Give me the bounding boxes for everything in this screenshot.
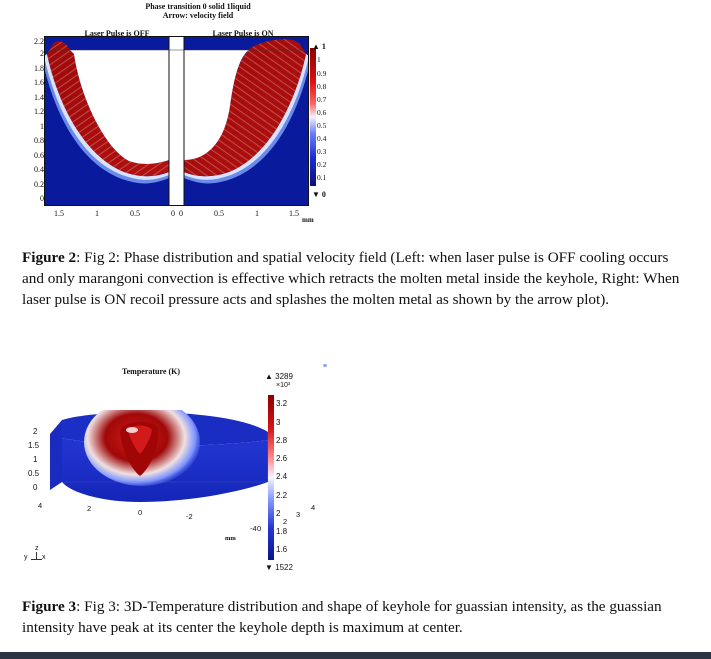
triangle-down-icon: ▼ [265,563,273,572]
bottom-bar [0,652,711,659]
y-tick: 2 [283,517,288,526]
x-tick: 1 [95,209,99,218]
keyhole-left [70,50,169,164]
y-tick: 1.2 [34,107,44,116]
figure-3-caption-label: Figure 3 [22,598,77,615]
x-tick: 0.5 [130,209,140,218]
left-panel-label: Laser Pulse is OFF [84,29,150,38]
x-tick: 1.5 [289,209,299,218]
colorbar-tick: 1 [317,55,321,64]
y-tick: 0.6 [34,151,44,160]
y-tick: 0 [40,194,44,203]
axis-y-label: y [24,554,28,561]
colorbar-tick: 0.4 [317,134,327,143]
figure-2-caption-text: : Fig 2: Phase distribution and spatial … [22,249,680,308]
colorbar-tick: 0.7 [317,95,327,104]
x-tick: 4 [38,501,43,510]
x-tick: 1 [255,209,259,218]
x-tick: -2 [186,512,193,521]
y-tick: 3 [296,510,301,519]
y-tick: 2 [40,49,44,58]
y-tick: 0.8 [34,136,44,145]
triangle-up-icon: ▲ [265,372,273,381]
colorbar-tick: 1.6 [276,545,288,554]
y-tick: 0 [257,524,262,533]
colorbar-tick: 0.3 [317,147,327,156]
z-tick: 1.5 [28,441,40,450]
triangle-up-icon: ▲ [312,42,320,51]
colorbar-tick: 0.8 [317,82,327,91]
figure-3-title: Temperature (K) [122,367,180,376]
figure-2-title-line2: Arrow: velocity field [162,11,234,20]
figure-3-axis-unit: mm [225,535,236,542]
figure-2-x-ticks: 1.5 1 0.5 0 0 0.5 1 1.5 mm [44,209,324,224]
y-tick: 4 [311,503,316,512]
small-dot-icon [323,364,327,367]
x-tick: 2 [87,504,92,513]
figure-2-caption-label: Figure 2 [22,249,77,266]
figure-2-y-ticks: 2.2 2 1.8 1.6 1.4 1.2 1 0.8 0.6 0.4 0.2 … [14,37,44,207]
x-tick: 0 [138,508,143,517]
colorbar-tick: 2.4 [276,472,288,481]
y-tick: 0.4 [34,165,44,174]
y-tick: 1 [40,122,44,131]
x-tick: -4 [250,524,257,533]
z-tick: 2 [33,427,38,436]
temperature-colorbar [268,395,274,560]
figure-3-caption-text: : Fig 3: 3D-Temperature distribution and… [22,598,662,636]
colorbar-tick: 2.2 [276,491,288,500]
colorbar-tick: 1.8 [276,527,288,536]
y-tick: 1.4 [34,93,44,102]
colorbar-tick: 0.9 [317,69,327,78]
x-tick: 1.5 [54,209,64,218]
right-panel-label: Laser Pulse is ON [212,29,274,38]
triangle-down-icon: ▼ [312,190,320,199]
colorbar-tick: 3.2 [276,399,288,408]
x-axis-unit: mm [302,216,314,224]
keyhole-right [184,50,249,160]
axis-x-label: x [42,554,46,561]
y-tick: 1.8 [34,64,44,73]
figure-2-caption: Figure 2: Fig 2: Phase distribution and … [22,247,682,310]
figure-3: Temperature (K) [0,355,711,585]
axis-triad: z y x [24,545,54,569]
temp-colorbar-min: ▼ 1522 [265,563,293,572]
x-tick: 0.5 [214,209,224,218]
phase-field-plot [44,36,309,206]
x-tick: 0 [179,209,183,218]
figure-2-title-line1: Phase transition 0 solid 1liquid [145,2,251,11]
z-tick: 1 [33,455,38,464]
temperature-3d-plot [50,410,270,502]
phase-colorbar [310,48,316,186]
colorbar-tick: 0.6 [317,108,327,117]
temp-colorbar-exponent: ×10³ [276,382,291,389]
figure-3-caption: Figure 3: Fig 3: 3D-Temperature distribu… [22,596,687,638]
colorbar-tick: 3 [276,418,281,427]
z-tick: 0 [33,483,38,492]
colorbar-tick: 0.5 [317,121,327,130]
colorbar-tick: 2.8 [276,436,288,445]
colorbar-tick: 2.6 [276,454,288,463]
temp-colorbar-max: ▲ 3289 [265,372,293,381]
figure-2: Phase transition 0 solid 1liquid Arrow: … [0,0,711,230]
colorbar-min: ▼ 0 [312,190,326,199]
x-tick: 0 [171,209,175,218]
axis-z-label: z [35,545,39,552]
colorbar-tick: 2 [276,509,281,518]
y-tick: 1.6 [34,78,44,87]
colorbar-tick: 0.2 [317,160,327,169]
colorbar-max: ▲ 1 [312,42,326,51]
colorbar-tick: 0.1 [317,173,327,182]
z-tick: 0.5 [28,469,40,478]
y-tick: 0.2 [34,180,44,189]
y-tick: 2.2 [34,37,44,46]
